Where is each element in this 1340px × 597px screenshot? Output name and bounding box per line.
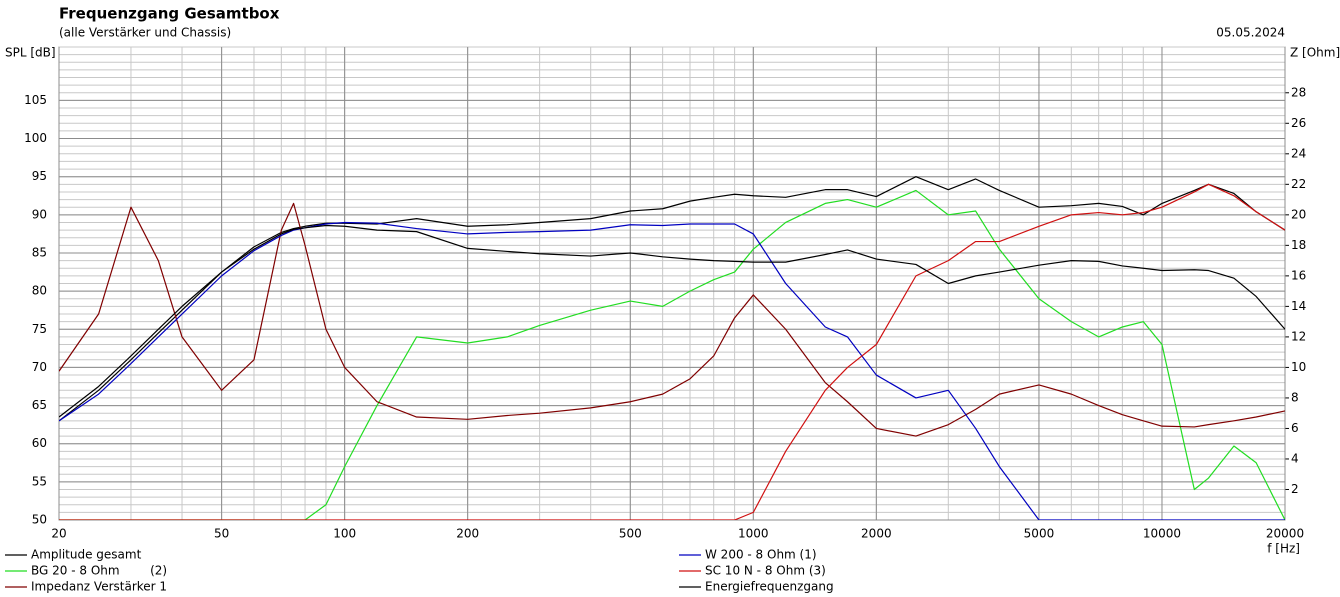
y-axis-label: SPL [dB] (5, 46, 56, 60)
y2-tick-label: 10 (1291, 360, 1306, 374)
y2-tick-label: 22 (1291, 177, 1306, 191)
y2-tick-label: 20 (1291, 207, 1306, 221)
x-tick-label: 50 (214, 527, 229, 541)
series-line (59, 221, 1285, 520)
x-tick-label: 500 (619, 527, 642, 541)
x-tick-label: 1000 (738, 527, 769, 541)
x-axis-label: f [Hz] (1267, 542, 1300, 556)
x-tick-label: 10000 (1143, 527, 1181, 541)
y-tick-label: 85 (32, 245, 47, 259)
legend: Amplitude gesamt BG 20 - 8 Ohm (2) Impedan… (5, 548, 834, 594)
y2-tick-label: 18 (1291, 238, 1306, 252)
y-tick-label: 80 (32, 284, 47, 298)
plot-lines (59, 176, 1285, 520)
y-tick-label: 70 (32, 360, 47, 374)
series-line (59, 183, 1285, 520)
x-tick-label: 2000 (861, 527, 892, 541)
y2-axis-label: Z [Ohm] (1290, 46, 1340, 60)
y2-tick-label: 26 (1291, 116, 1306, 130)
y-tick-label: 95 (32, 169, 47, 183)
y-tick-label: 50 (32, 513, 47, 527)
y2-tick-label: 16 (1291, 268, 1306, 282)
legend-label: Impedanz Verstärker 1 (31, 580, 167, 594)
y-tick-label: 55 (32, 474, 47, 488)
chart-date: 05.05.2024 (1216, 26, 1285, 40)
y-tick-label: 65 (32, 398, 47, 412)
y-tick-label: 75 (32, 322, 47, 336)
y-tick-label: 105 (24, 93, 47, 107)
x-tick-label: 200 (456, 527, 479, 541)
x-tick-label: 20 (51, 527, 66, 541)
legend-label: BG 20 - 8 Ohm (2) (31, 564, 167, 578)
y2-tick-label: 12 (1291, 329, 1306, 343)
y2-tick-label: 8 (1291, 390, 1299, 404)
y2-tick-label: 6 (1291, 421, 1299, 435)
legend-label: SC 10 N - 8 Ohm (3) (705, 564, 826, 578)
y-tick-label: 90 (32, 207, 47, 221)
y2-tick-label: 14 (1291, 299, 1306, 313)
legend-label: Amplitude gesamt (31, 548, 142, 562)
y2-tick-label: 2 (1291, 482, 1299, 496)
y2-tick-label: 4 (1291, 451, 1299, 465)
series-line (59, 202, 1285, 437)
chart-title: Frequenzgang Gesamtbox (59, 5, 280, 23)
grid: 5055606570758085909510010524681012141618… (24, 46, 1306, 541)
y-tick-label: 100 (24, 131, 47, 145)
legend-label: W 200 - 8 Ohm (1) (705, 548, 817, 562)
y-tick-label: 60 (32, 436, 47, 450)
x-tick-label: 20000 (1266, 527, 1304, 541)
series-line (59, 189, 1285, 520)
x-tick-label: 5000 (1024, 527, 1055, 541)
legend-label: Energiefrequenzgang (705, 580, 834, 594)
series-line (59, 224, 1285, 418)
chart-subtitle: (alle Verstärker und Chassis) (59, 26, 231, 40)
y2-tick-label: 24 (1291, 146, 1306, 160)
y2-tick-label: 28 (1291, 85, 1306, 99)
x-tick-label: 100 (333, 527, 356, 541)
